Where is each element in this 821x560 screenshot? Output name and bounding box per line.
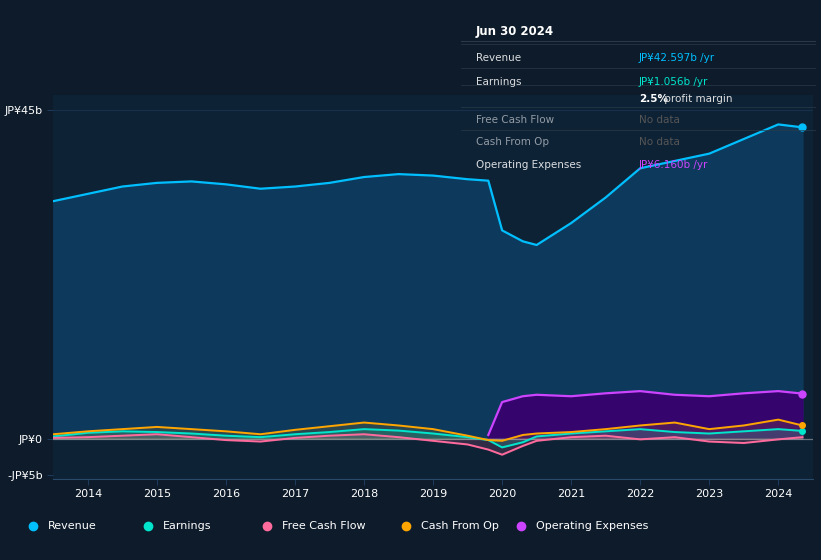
Text: No data: No data [639,137,680,147]
Text: Jun 30 2024: Jun 30 2024 [475,25,553,39]
Text: 2.5%: 2.5% [639,94,667,104]
Text: Revenue: Revenue [475,53,521,63]
Text: Earnings: Earnings [163,521,211,531]
Text: Revenue: Revenue [48,521,96,531]
Text: Cash From Op: Cash From Op [421,521,499,531]
Text: Operating Expenses: Operating Expenses [536,521,649,531]
Text: JP¥6.160b /yr: JP¥6.160b /yr [639,160,709,170]
Text: profit margin: profit margin [662,94,733,104]
Text: JP¥1.056b /yr: JP¥1.056b /yr [639,77,709,87]
Text: No data: No data [639,115,680,125]
Text: Earnings: Earnings [475,77,521,87]
Text: JP¥42.597b /yr: JP¥42.597b /yr [639,53,715,63]
Text: Operating Expenses: Operating Expenses [475,160,580,170]
Text: Free Cash Flow: Free Cash Flow [282,521,365,531]
Text: Free Cash Flow: Free Cash Flow [475,115,553,125]
Text: Cash From Op: Cash From Op [475,137,548,147]
